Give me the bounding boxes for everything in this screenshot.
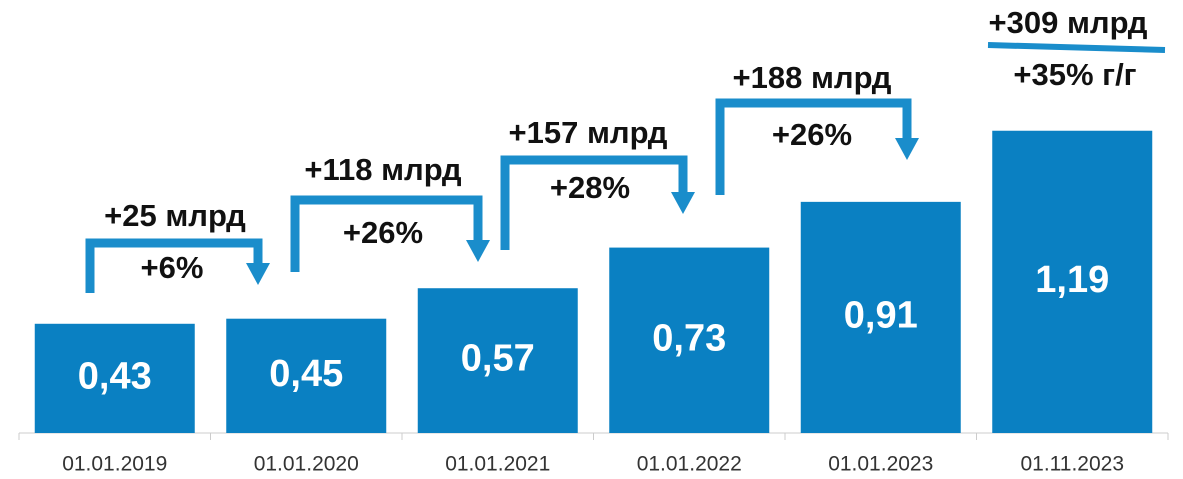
value-label: 0,57 xyxy=(461,338,535,380)
x-tick-label: 01.01.2019 xyxy=(62,453,167,476)
x-tick-label: 01.01.2020 xyxy=(254,453,359,476)
change-label: +309 млрд xyxy=(989,5,1148,40)
arrow-head xyxy=(895,138,919,160)
percent-label: +6% xyxy=(141,250,204,285)
bar xyxy=(417,288,578,433)
percent-label: +26% xyxy=(772,117,852,152)
value-label: 0,45 xyxy=(269,353,343,395)
value-label: 0,91 xyxy=(844,294,918,336)
x-tick-label: 01.01.2023 xyxy=(828,453,933,476)
bar xyxy=(34,323,195,433)
arrow xyxy=(500,155,688,250)
change-label: +188 млрд xyxy=(733,60,892,95)
value-label: 0,43 xyxy=(78,355,152,397)
percent-label: +26% xyxy=(343,215,423,250)
change-label: +157 млрд xyxy=(509,115,668,150)
bar xyxy=(609,247,770,433)
value-label: 0,73 xyxy=(652,317,726,359)
arrow xyxy=(715,98,912,195)
x-tick-label: 01.01.2021 xyxy=(445,453,550,476)
bar xyxy=(800,201,961,433)
arrow-head xyxy=(246,263,270,285)
arrow-head xyxy=(671,192,695,214)
bar xyxy=(992,130,1153,434)
arrow xyxy=(290,195,483,272)
value-label: 1,19 xyxy=(1035,259,1109,301)
arrow xyxy=(85,238,263,293)
divider xyxy=(987,42,1166,53)
change-label: +25 млрд xyxy=(104,198,246,233)
x-tick-label: 01.11.2023 xyxy=(1020,453,1124,476)
percent-label: +28% xyxy=(550,170,630,205)
change-label: +118 млрд xyxy=(304,152,462,187)
bar xyxy=(226,318,387,433)
percent-label: +35% г/г xyxy=(1013,57,1136,92)
arrow-head xyxy=(466,240,490,262)
x-tick-label: 01.01.2022 xyxy=(637,453,742,476)
